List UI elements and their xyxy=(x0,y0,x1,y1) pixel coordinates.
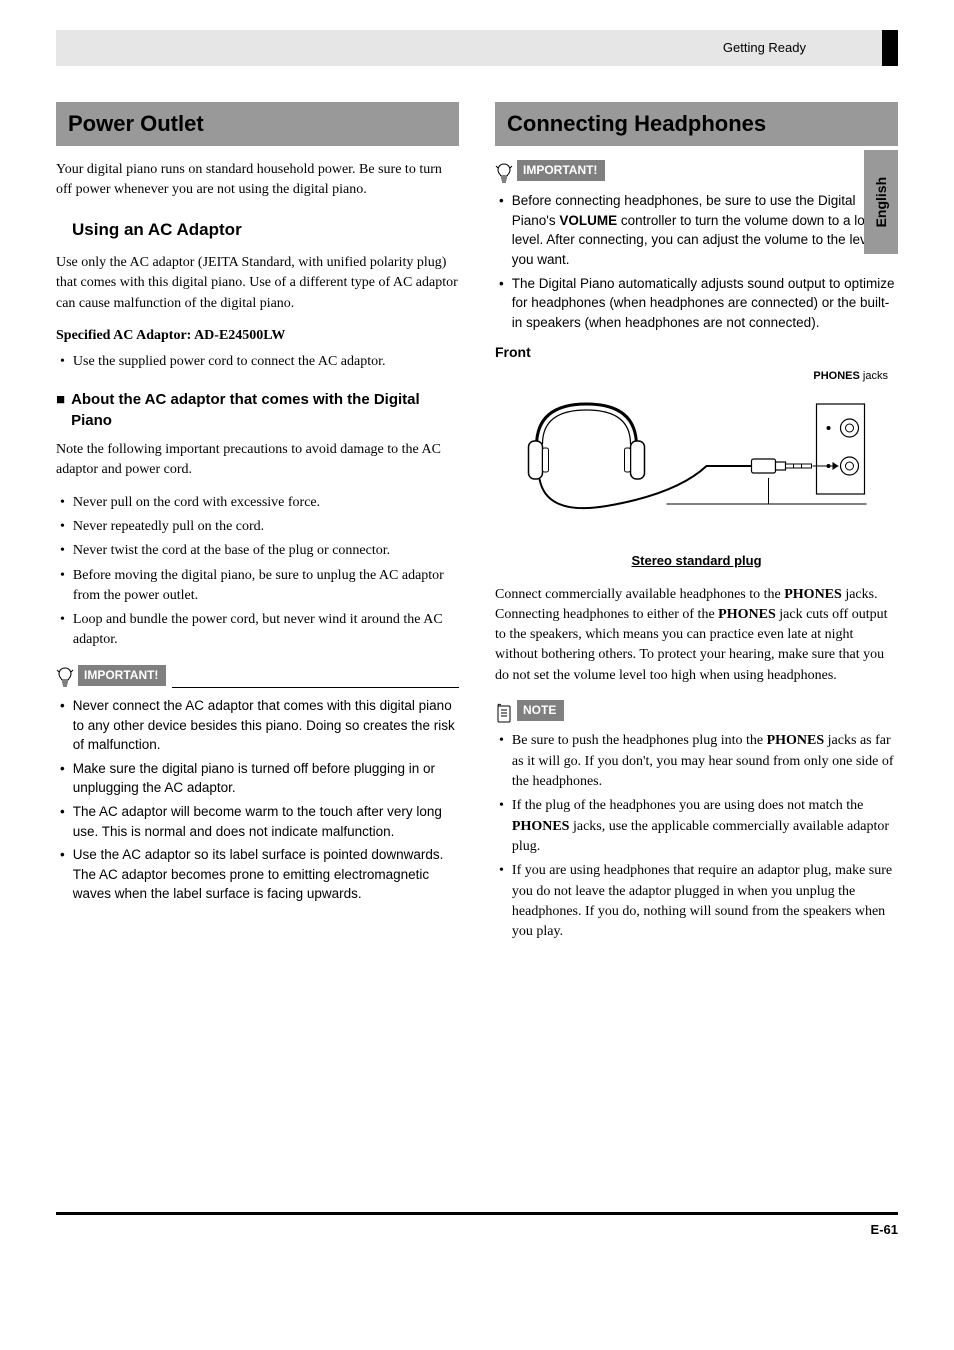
right-p1: Connect commercially available headphone… xyxy=(495,585,898,686)
left-list2: Never connect the AC adaptor that comes … xyxy=(56,696,459,904)
list-item: The AC adaptor will become warm to the t… xyxy=(56,802,459,841)
section-title-power: Power Outlet xyxy=(56,102,459,146)
left-intro: Your digital piano runs on standard hous… xyxy=(56,160,459,201)
left-p1: Use only the AC adaptor (JEITA Standard,… xyxy=(56,253,459,314)
note-callout: NOTE xyxy=(495,700,898,727)
front-label: Front xyxy=(495,342,898,362)
section-title-headphones: Connecting Headphones xyxy=(495,102,898,146)
page-number: E-61 xyxy=(871,1221,898,1240)
list-item: Be sure to push the headphones plug into… xyxy=(495,731,898,792)
list-item: Never pull on the cord with excessive fo… xyxy=(56,493,459,513)
list-item: If the plug of the headphones you are us… xyxy=(495,796,898,857)
jacks-label: PHONES jacks xyxy=(495,369,898,385)
language-tab: English xyxy=(864,150,898,254)
subhead-ac: Using an AC Adaptor xyxy=(72,218,459,243)
important-callout-right: IMPORTANT! xyxy=(495,160,898,187)
headphone-diagram xyxy=(495,386,898,536)
lightbulb-icon xyxy=(56,667,74,689)
left-list1: Never pull on the cord with excessive fo… xyxy=(56,493,459,651)
right-column: Connecting Headphones IMPORTANT! Before … xyxy=(495,102,898,952)
header-section: Getting Ready xyxy=(723,39,806,58)
list-item: Use the supplied power cord to connect t… xyxy=(56,352,459,372)
list-item: Before connecting headphones, be sure to… xyxy=(495,191,898,269)
right-list2: Be sure to push the headphones plug into… xyxy=(495,731,898,942)
plug-label: Stereo standard plug xyxy=(495,552,898,571)
right-list1: Before connecting headphones, be sure to… xyxy=(495,191,898,332)
important-callout-left: IMPORTANT! xyxy=(56,665,459,692)
lightbulb-icon xyxy=(495,163,513,185)
footer: E-61 xyxy=(56,1212,898,1240)
language-label: English xyxy=(871,177,891,228)
list-item: Use the AC adaptor so its label surface … xyxy=(56,845,459,904)
headphone-figure: PHONES jacks xyxy=(495,369,898,571)
list-item: Never connect the AC adaptor that comes … xyxy=(56,696,459,755)
left-bullet-single: Use the supplied power cord to connect t… xyxy=(56,352,459,372)
list-item: Never twist the cord at the base of the … xyxy=(56,541,459,561)
spec-adaptor: Specified AC Adaptor: AD-E24500LW xyxy=(56,326,459,346)
list-item: Before moving the digital piano, be sure… xyxy=(56,566,459,607)
list-item: Never repeatedly pull on the cord. xyxy=(56,517,459,537)
header-bar: Getting Ready xyxy=(56,30,898,66)
subhead-about: About the AC adaptor that comes with the… xyxy=(56,389,459,433)
important-label: IMPORTANT! xyxy=(78,665,166,686)
left-p2: Note the following important precautions… xyxy=(56,440,459,481)
corner-tab xyxy=(882,30,898,66)
note-label: NOTE xyxy=(517,700,564,721)
list-item: The Digital Piano automatically adjusts … xyxy=(495,274,898,333)
list-item: If you are using headphones that require… xyxy=(495,861,898,942)
left-column: Power Outlet Your digital piano runs on … xyxy=(56,102,459,952)
list-item: Loop and bundle the power cord, but neve… xyxy=(56,610,459,651)
note-icon xyxy=(495,703,513,725)
important-label: IMPORTANT! xyxy=(517,160,605,181)
list-item: Make sure the digital piano is turned of… xyxy=(56,759,459,798)
